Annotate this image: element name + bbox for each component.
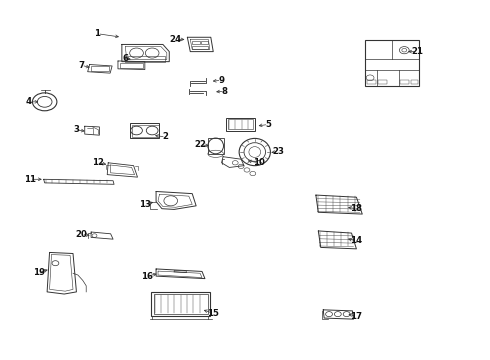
- Text: 17: 17: [350, 312, 363, 321]
- Text: 18: 18: [350, 204, 363, 213]
- Bar: [201, 41, 208, 44]
- Bar: [120, 63, 144, 68]
- Text: 10: 10: [253, 158, 265, 167]
- Bar: [208, 138, 223, 154]
- Bar: [132, 125, 159, 137]
- Bar: [130, 123, 159, 138]
- Bar: [400, 80, 409, 84]
- Bar: [192, 45, 208, 49]
- Text: 2: 2: [163, 132, 169, 141]
- Text: 19: 19: [33, 268, 45, 277]
- Text: 9: 9: [219, 76, 224, 85]
- Text: 12: 12: [93, 158, 104, 167]
- Text: 15: 15: [207, 309, 219, 318]
- Text: 23: 23: [272, 147, 284, 156]
- Text: 1: 1: [95, 29, 100, 38]
- Text: 21: 21: [411, 47, 423, 56]
- Text: 24: 24: [170, 35, 182, 44]
- Text: 16: 16: [141, 271, 153, 280]
- Text: 4: 4: [26, 97, 32, 106]
- Text: 8: 8: [221, 86, 227, 95]
- Text: 20: 20: [75, 230, 87, 239]
- Bar: [365, 40, 419, 86]
- Text: 6: 6: [122, 54, 128, 63]
- Bar: [151, 292, 210, 316]
- Text: 7: 7: [78, 61, 84, 70]
- Text: 14: 14: [350, 237, 363, 246]
- Text: 13: 13: [139, 200, 151, 209]
- Text: 3: 3: [74, 125, 79, 134]
- Text: 22: 22: [194, 140, 206, 149]
- Bar: [411, 80, 418, 84]
- Text: 5: 5: [266, 120, 271, 129]
- Bar: [125, 56, 165, 62]
- Bar: [367, 80, 376, 84]
- Bar: [154, 294, 208, 314]
- Bar: [378, 80, 387, 84]
- Bar: [91, 66, 109, 71]
- Bar: [226, 118, 255, 131]
- Text: 11: 11: [24, 175, 36, 184]
- Bar: [228, 120, 253, 130]
- Bar: [192, 41, 199, 44]
